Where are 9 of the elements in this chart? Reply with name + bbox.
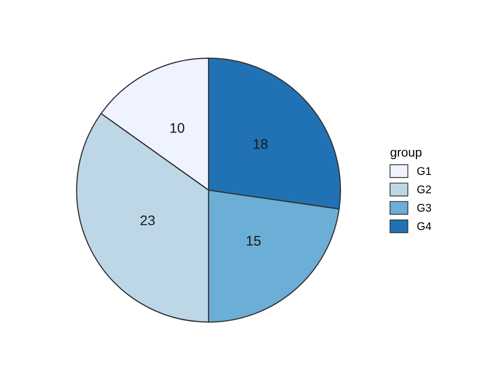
legend-label: G2 <box>417 185 431 194</box>
data-label: 15 <box>246 236 261 246</box>
legend-label: G3 <box>417 204 432 212</box>
legend-title: group <box>390 150 422 160</box>
legend-label: G1 <box>417 167 431 175</box>
data-label: 10 <box>170 123 184 133</box>
data-label: 18 <box>254 139 268 149</box>
data-label: 23 <box>140 215 155 226</box>
legend-label: G4 <box>417 222 432 230</box>
